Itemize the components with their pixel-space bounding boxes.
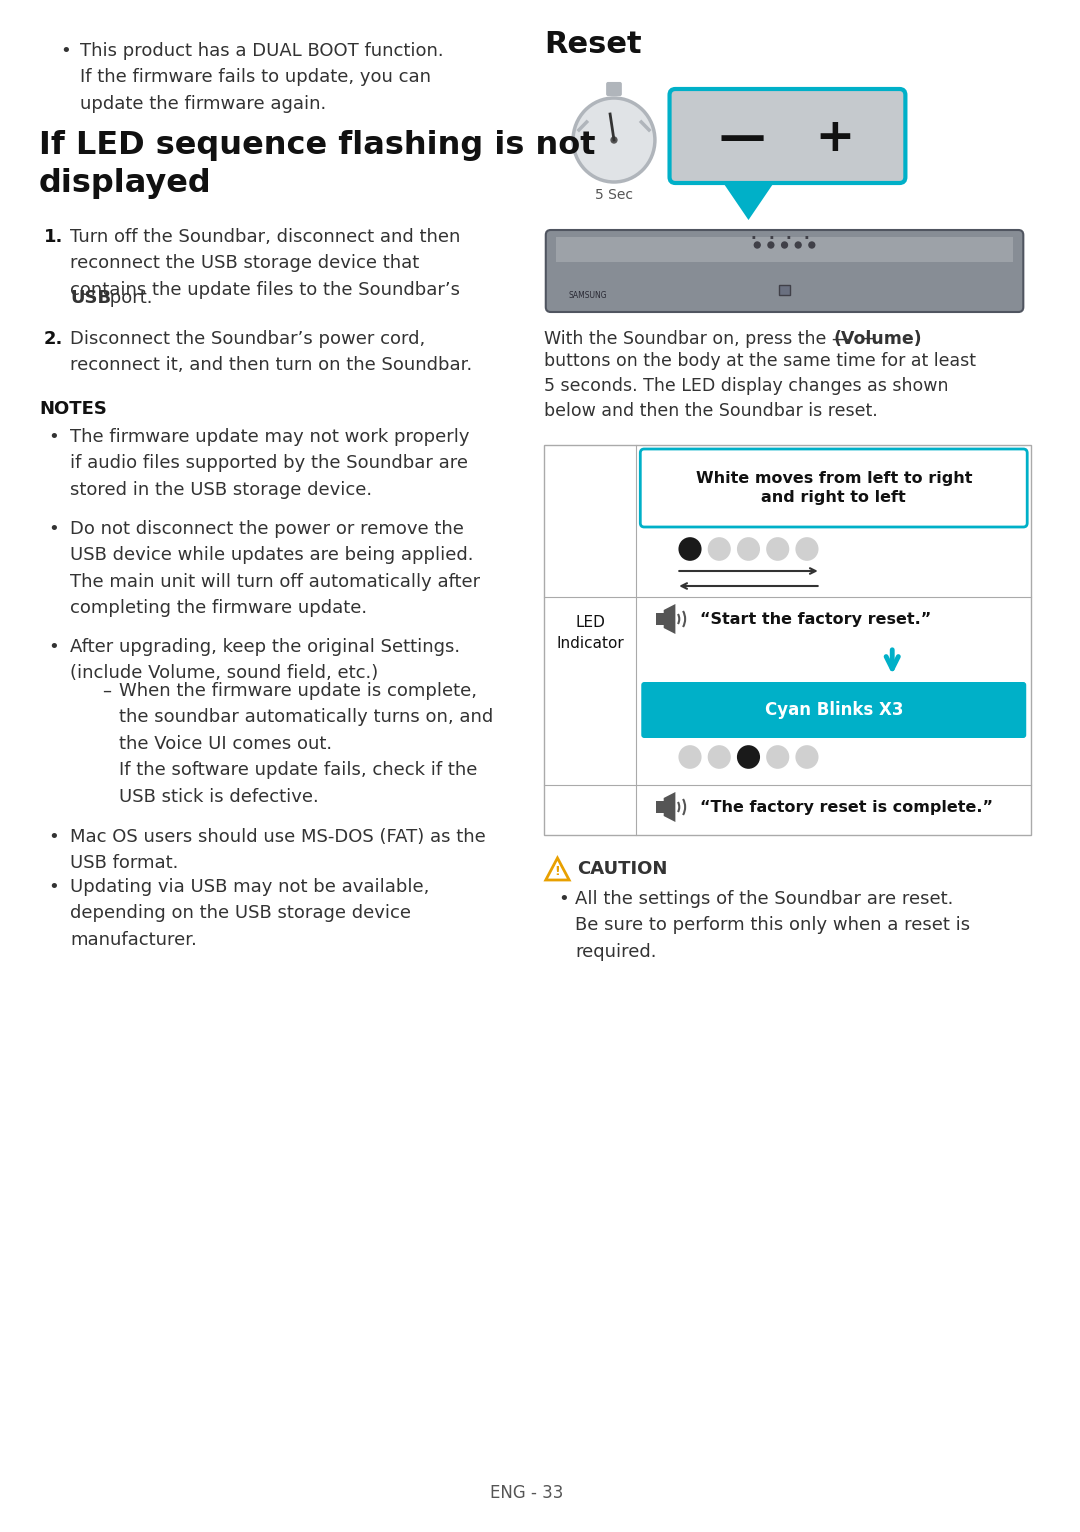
Text: •: •: [49, 519, 59, 538]
Polygon shape: [664, 792, 675, 823]
Text: –: –: [103, 682, 111, 700]
Bar: [656, 801, 664, 813]
Text: ENG - 33: ENG - 33: [489, 1485, 563, 1501]
Text: LED
Indicator: LED Indicator: [556, 614, 624, 651]
FancyBboxPatch shape: [640, 449, 1027, 527]
FancyBboxPatch shape: [607, 83, 621, 95]
Text: 2.: 2.: [44, 329, 64, 348]
Text: —   +: — +: [719, 115, 855, 161]
Text: “Start the factory reset.”: “Start the factory reset.”: [700, 611, 931, 627]
Text: Disconnect the Soundbar’s power cord,
reconnect it, and then turn on the Soundba: Disconnect the Soundbar’s power cord, re…: [70, 329, 472, 374]
Polygon shape: [664, 604, 675, 634]
Circle shape: [767, 746, 788, 768]
Text: If LED sequence flashing is not
displayed: If LED sequence flashing is not displaye…: [39, 130, 595, 199]
Bar: [656, 613, 664, 625]
Circle shape: [809, 242, 814, 248]
Text: •: •: [49, 637, 59, 656]
Text: Do not disconnect the power or remove the
USB device while updates are being app: Do not disconnect the power or remove th…: [70, 519, 481, 617]
Text: NOTES: NOTES: [39, 400, 107, 418]
Text: All the settings of the Soundbar are reset.
Be sure to perform this only when a : All the settings of the Soundbar are res…: [575, 890, 970, 961]
Text: 5 Sec: 5 Sec: [595, 188, 633, 202]
Text: When the firmware update is complete,
the soundbar automatically turns on, and
t: When the firmware update is complete, th…: [119, 682, 494, 806]
Circle shape: [795, 242, 801, 248]
Circle shape: [708, 538, 730, 561]
Text: (Volume): (Volume): [834, 329, 922, 348]
Text: After upgrading, keep the original Settings.
(include Volume, sound field, etc.): After upgrading, keep the original Setti…: [70, 637, 460, 682]
Text: ▪: ▪: [752, 234, 755, 239]
Circle shape: [768, 242, 773, 248]
Text: SAMSUNG: SAMSUNG: [568, 291, 607, 300]
Text: With the Soundbar on, press the —  +: With the Soundbar on, press the — +: [544, 329, 875, 348]
Text: Reset: Reset: [544, 31, 642, 60]
Text: port.: port.: [105, 290, 152, 306]
Circle shape: [754, 242, 760, 248]
Bar: [680, 175, 894, 179]
Circle shape: [767, 538, 788, 561]
Text: •: •: [49, 427, 59, 446]
FancyBboxPatch shape: [545, 230, 1024, 313]
Text: •: •: [49, 827, 59, 846]
Bar: [556, 237, 1013, 262]
Text: Mac OS users should use MS-DOS (FAT) as the
USB format.: Mac OS users should use MS-DOS (FAT) as …: [70, 827, 486, 872]
Text: White moves from left to right
and right to left: White moves from left to right and right…: [696, 470, 972, 506]
Text: USB: USB: [70, 290, 111, 306]
Circle shape: [796, 746, 818, 768]
Text: ▪: ▪: [805, 234, 808, 239]
Circle shape: [611, 136, 617, 142]
Text: •: •: [60, 41, 71, 60]
Circle shape: [738, 746, 759, 768]
Text: Turn off the Soundbar, disconnect and then
reconnect the USB storage device that: Turn off the Soundbar, disconnect and th…: [70, 228, 460, 299]
FancyBboxPatch shape: [642, 682, 1026, 738]
Text: ▪: ▪: [786, 234, 791, 239]
Bar: [779, 285, 791, 296]
Text: Cyan Blinks X3: Cyan Blinks X3: [765, 702, 903, 719]
Text: 1.: 1.: [44, 228, 64, 247]
Circle shape: [679, 746, 701, 768]
Circle shape: [782, 242, 787, 248]
Circle shape: [573, 98, 654, 182]
Circle shape: [796, 538, 818, 561]
Circle shape: [679, 538, 701, 561]
Text: This product has a DUAL BOOT function.
If the firmware fails to update, you can
: This product has a DUAL BOOT function. I…: [80, 41, 444, 113]
Circle shape: [708, 746, 730, 768]
Text: CAUTION: CAUTION: [577, 859, 667, 878]
FancyBboxPatch shape: [670, 89, 905, 182]
Text: Updating via USB may not be available,
depending on the USB storage device
manuf: Updating via USB may not be available, d…: [70, 878, 430, 948]
Text: •: •: [558, 890, 569, 908]
Text: “The factory reset is complete.”: “The factory reset is complete.”: [700, 800, 993, 815]
Circle shape: [738, 538, 759, 561]
Polygon shape: [545, 858, 569, 879]
Text: !: !: [555, 864, 561, 878]
Text: ▪: ▪: [769, 234, 773, 239]
Text: buttons on the body at the same time for at least
5 seconds. The LED display cha: buttons on the body at the same time for…: [544, 352, 976, 420]
Text: •: •: [49, 878, 59, 896]
Text: The firmware update may not work properly
if audio files supported by the Soundb: The firmware update may not work properl…: [70, 427, 470, 499]
Bar: [544, 444, 1031, 835]
Polygon shape: [719, 178, 778, 221]
